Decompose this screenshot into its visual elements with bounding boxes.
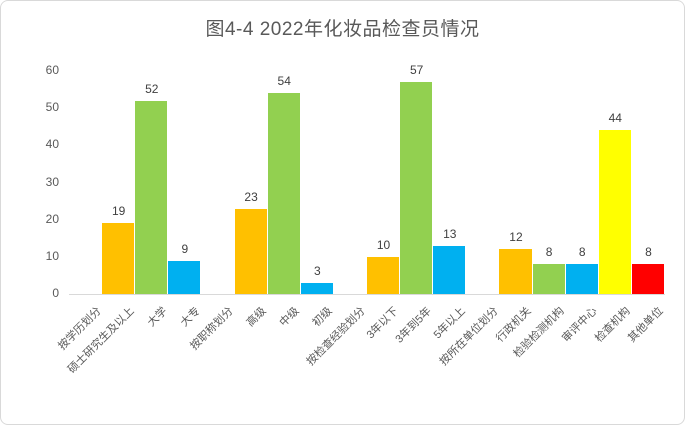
category-slot: 10 3年以下	[365, 71, 401, 341]
bar-value-label: 8	[645, 245, 652, 260]
category-slot: 9 大专	[168, 71, 202, 329]
y-axis-tick-label: 0	[52, 286, 59, 300]
bar-value-label: 12	[509, 230, 523, 245]
x-axis-label: 中级	[277, 305, 302, 330]
y-axis-tick-label: 20	[45, 211, 59, 226]
bar	[631, 264, 664, 294]
bar	[532, 264, 565, 294]
bar	[267, 93, 300, 294]
bar-value-label: 9	[181, 241, 189, 256]
category-slot: 57 3年到5年	[394, 63, 434, 345]
category-slot: 54 中级	[267, 71, 302, 329]
y-axis-tick-label: 50	[45, 100, 59, 115]
category-slot: 8 其他单位	[626, 71, 666, 344]
category-slot: 按检查经验划分	[305, 71, 368, 368]
category-slot: 13 5年以上	[431, 71, 467, 342]
bar	[598, 130, 631, 294]
x-axis-label: 审评中心	[560, 305, 600, 345]
chart-title: 图4-4 2022年化妆品检查员情况	[205, 19, 480, 40]
bar-value-label: 10	[376, 237, 391, 252]
x-axis-label: 其他单位	[626, 305, 667, 345]
bar	[102, 223, 135, 294]
x-axis-label: 检查机构	[593, 305, 633, 345]
bar	[168, 260, 201, 294]
y-axis-tick-label: 10	[45, 248, 59, 263]
bar	[433, 245, 466, 294]
category-slot: 12 行政机关	[494, 71, 534, 344]
bar-value-label: 3	[313, 263, 321, 278]
x-axis-label: 初级	[310, 305, 335, 330]
bar	[499, 249, 532, 294]
bar-value-label: 52	[145, 81, 159, 96]
y-axis-tick-label: 30	[45, 174, 59, 189]
bar-value-label: 23	[244, 189, 258, 204]
bar-value-label: 13	[443, 226, 457, 241]
x-axis-label: 3年到5年	[393, 305, 435, 346]
bar-value-label: 8	[578, 245, 586, 260]
bar	[300, 282, 333, 294]
category-slot: 按职称划分	[188, 71, 235, 352]
y-axis-tick-label: 60	[45, 63, 59, 77]
category-slot: 8 检验检测机构	[512, 71, 567, 360]
category-slot: 3 初级	[300, 71, 335, 329]
bar	[400, 82, 433, 294]
bar	[234, 208, 267, 294]
bar-value-label: 44	[608, 111, 622, 126]
bar-value-label: 57	[409, 63, 424, 78]
category-slot: 按学历划分	[56, 71, 103, 352]
bar	[565, 264, 598, 294]
category-slot: 23 高级	[234, 71, 269, 329]
category-slot: 按所在单位划分	[438, 71, 501, 368]
x-axis-label: 大学	[145, 305, 170, 330]
bar	[135, 100, 168, 294]
category-slot: 19 硕士研究生及以上	[66, 71, 137, 375]
category-slot: 8 审评中心	[560, 71, 600, 344]
bar-value-label: 8	[545, 245, 553, 260]
category-slot: 44 检查机构	[593, 71, 633, 344]
plot-area: 按学历划分 19 硕士研究生及以上 52 大学 9 大专 按职称划分 23 高级 54 中级 3 初级 按检…	[56, 63, 666, 376]
bar-value-label: 54	[277, 74, 291, 89]
category-slot: 52 大学	[135, 71, 169, 329]
bar-value-label: 19	[111, 204, 126, 219]
x-axis-label: 高级	[244, 305, 269, 330]
y-axis-tick-label: 40	[45, 137, 59, 152]
bar	[366, 256, 400, 294]
x-axis-label: 大专	[178, 305, 203, 330]
